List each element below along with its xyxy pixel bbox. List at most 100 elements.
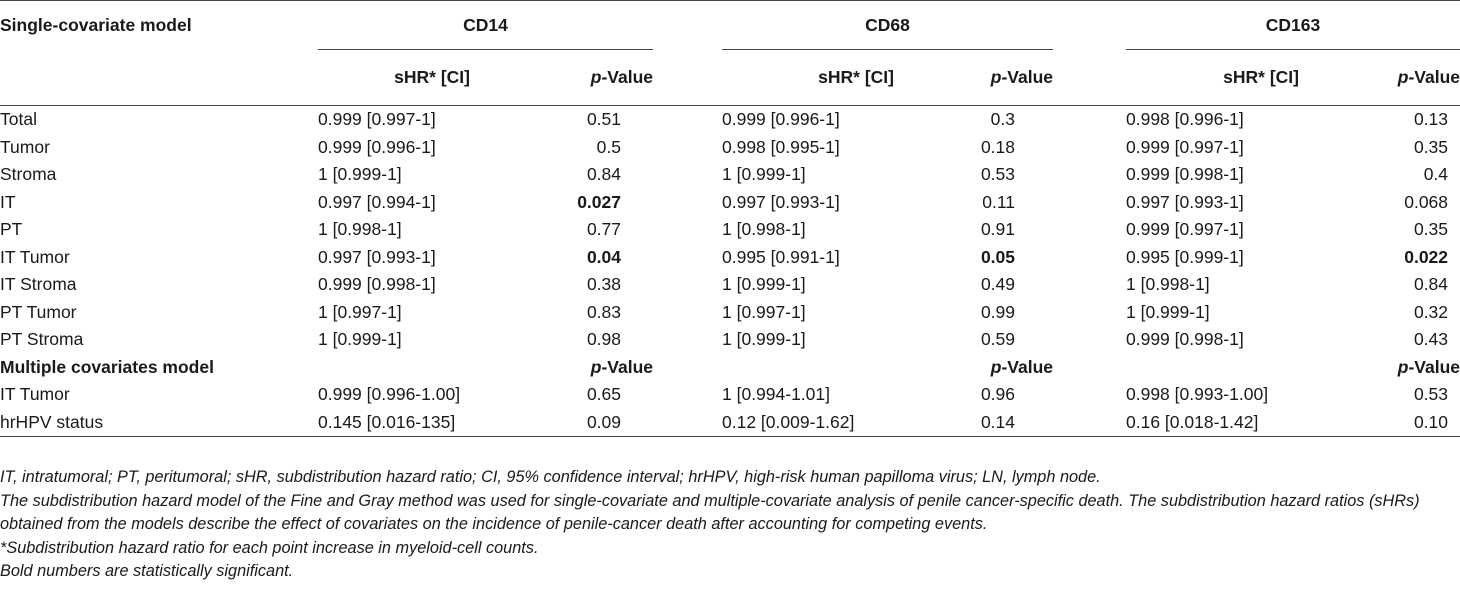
cd163-shr-cell: 0.998 [0.993-1.00] <box>1126 384 1269 405</box>
multi-p-header-cd68: p-Value <box>990 356 1053 377</box>
cd68-p-cell: 0.05 <box>980 246 1015 267</box>
table-row: Tumor 0.999 [0.996-1] 0.5 0.998 [0.995-1] 0.… <box>0 134 1460 162</box>
cd14-shr-cell: 1 [0.998-1] <box>318 219 402 240</box>
cd14-p-cell: 0.04 <box>586 246 621 267</box>
cd14-shr-cell: 1 [0.999-1] <box>318 329 402 350</box>
cd163-shr-cell: 0.16 [0.018-1.42] <box>1126 408 1299 437</box>
footnote-abbreviations: IT, intratumoral; PT, peritumoral; sHR, … <box>0 468 1101 486</box>
table-row: Total 0.999 [0.997-1] 0.51 0.999 [0.996-1] 0… <box>0 105 1460 134</box>
row-label: PT Stroma <box>0 329 84 350</box>
cd14-p-cell: 0.84 <box>586 164 621 185</box>
footnote-bold: Bold numbers are statistically significa… <box>0 562 294 580</box>
cd163-p-cell: 0.13 <box>1299 105 1460 134</box>
cd14-shr-cell: 0.997 [0.994-1] <box>318 191 436 212</box>
cd68-p-cell: 0.14 <box>894 408 1053 437</box>
table-row: IT Tumor 0.997 [0.993-1] 0.04 0.995 [0.991-… <box>0 244 1460 272</box>
cd68-p-cell: 0.59 <box>980 329 1015 350</box>
cd68-p-cell: 0.3 <box>894 105 1053 134</box>
row-label: PT <box>0 219 23 240</box>
cd68-p-cell: 0.11 <box>982 191 1015 212</box>
cd68-shr-cell: 1 [0.997-1] <box>722 301 806 322</box>
table-row: hrHPV status 0.145 [0.016-135] 0.09 0.12 [0… <box>0 408 1460 437</box>
table-row: PT 1 [0.998-1] 0.77 1 [0.998-1] 0.91 0.999 [0… <box>0 216 1460 244</box>
cd68-p-cell: 0.53 <box>980 164 1015 185</box>
cd14-p-cell: 0.027 <box>577 191 621 212</box>
cd14-shr-cell: 0.999 [0.996-1.00] <box>318 384 461 405</box>
results-table: Single-covariate model CD14 CD68 CD163 s… <box>0 0 1460 437</box>
cd163-p-cell: 0.84 <box>1413 274 1449 295</box>
header-row-groups: Single-covariate model CD14 CD68 CD163 <box>0 0 1460 50</box>
cd163-shr-cell: 0.998 [0.996-1] <box>1126 105 1299 134</box>
cd68-shr-cell: 1 [0.999-1] <box>722 329 806 350</box>
cd68-shr-cell: 1 [0.998-1] <box>722 219 806 240</box>
cd68-shr-cell: 0.997 [0.993-1] <box>722 191 840 212</box>
table-footnotes: IT, intratumoral; PT, peritumoral; sHR, … <box>0 466 1460 584</box>
cd163-shr-cell: 0.999 [0.997-1] <box>1126 219 1244 240</box>
cd14-shr-cell: 1 [0.997-1] <box>318 301 402 322</box>
row-label: IT Stroma <box>0 274 77 295</box>
row-label-header: Single-covariate model <box>0 0 318 49</box>
cd163-shr-cell: 0.999 [0.997-1] <box>1126 136 1244 157</box>
cd163-p-cell: 0.10 <box>1299 408 1460 437</box>
cd163-p-cell: 0.32 <box>1413 301 1449 322</box>
row-label: Stroma <box>0 164 57 185</box>
cd14-shr-cell: 0.999 [0.998-1] <box>318 274 436 295</box>
cd14-shr-cell: 0.145 [0.016-135] <box>318 408 470 437</box>
cd163-p-cell: 0.068 <box>1404 191 1449 212</box>
cd14-p-cell: 0.5 <box>596 136 621 157</box>
shr-header-cd14: sHR* [CI] <box>394 66 470 87</box>
cd14-shr-cell: 0.999 [0.996-1] <box>318 136 436 157</box>
footnote-asterisk: *Subdistribution hazard ratio for each p… <box>0 538 539 557</box>
cd68-p-cell: 0.91 <box>980 219 1015 240</box>
cd14-p-cell: 0.98 <box>586 329 621 350</box>
cd14-p-cell: 0.09 <box>470 408 653 437</box>
cd14-p-cell: 0.83 <box>586 301 621 322</box>
cd14-p-cell: 0.65 <box>586 384 621 405</box>
table-row: PT Stroma 1 [0.999-1] 0.98 1 [0.999-1] 0.59 0… <box>0 326 1460 354</box>
shr-header-cd68: sHR* [CI] <box>818 66 894 87</box>
cd163-p-cell: 0.022 <box>1404 246 1449 267</box>
group-header-cd14: CD14 <box>318 0 653 50</box>
header-row-columns: sHR* [CI] p-Value sHR* [CI] p-Value sHR*… <box>0 49 1460 106</box>
p-header-cd68: p-Value <box>990 66 1053 87</box>
cd163-shr-cell: 0.999 [0.998-1] <box>1126 329 1244 350</box>
cd68-p-cell: 0.49 <box>980 274 1015 295</box>
cd68-shr-cell: 1 [0.999-1] <box>722 274 806 295</box>
multi-header-row: Multiple covariates model p-Value p-Valu… <box>0 354 1460 382</box>
cd163-p-cell: 0.35 <box>1413 136 1449 157</box>
p-header-cd14: p-Value <box>590 66 653 87</box>
table-row: IT Stroma 0.999 [0.998-1] 0.38 1 [0.999-1] 0… <box>0 271 1460 299</box>
row-label: Tumor <box>0 136 50 157</box>
row-label: Total <box>0 105 318 134</box>
group-header-cd68: CD68 <box>722 0 1053 50</box>
shr-header-cd163: sHR* [CI] <box>1223 66 1299 87</box>
cd163-shr-cell: 0.999 [0.998-1] <box>1126 164 1244 185</box>
cd14-p-cell: 0.51 <box>470 105 653 134</box>
cd14-shr-cell: 0.997 [0.993-1] <box>318 246 436 267</box>
cd68-p-cell: 0.18 <box>980 136 1015 157</box>
cd163-p-cell: 0.53 <box>1413 384 1449 405</box>
cd68-shr-cell: 1 [0.994-1.01] <box>722 384 830 405</box>
table-row: IT Tumor 0.999 [0.996-1.00] 0.65 1 [0.994-1… <box>0 381 1460 409</box>
footnote-method: The subdistribution hazard model of the … <box>0 491 1420 534</box>
table-row: Stroma 1 [0.999-1] 0.84 1 [0.999-1] 0.53 0.99… <box>0 161 1460 189</box>
cd14-p-cell: 0.77 <box>586 219 621 240</box>
row-label: IT Tumor <box>0 246 70 267</box>
cd163-shr-cell: 0.995 [0.999-1] <box>1126 246 1244 267</box>
cd14-p-cell: 0.38 <box>586 274 621 295</box>
row-label: IT Tumor <box>0 384 70 405</box>
cd68-shr-cell: 0.999 [0.996-1] <box>722 105 894 134</box>
cd163-p-cell: 0.4 <box>1423 164 1449 185</box>
cd163-p-cell: 0.35 <box>1413 219 1449 240</box>
row-label: IT <box>0 191 16 212</box>
cd68-shr-cell: 0.998 [0.995-1] <box>722 136 840 157</box>
cd163-shr-cell: 1 [0.999-1] <box>1126 301 1210 322</box>
cd163-shr-cell: 1 [0.998-1] <box>1126 274 1210 295</box>
table-row: PT Tumor 1 [0.997-1] 0.83 1 [0.997-1] 0.99 1 … <box>0 299 1460 327</box>
cd68-shr-cell: 1 [0.999-1] <box>722 164 806 185</box>
cd163-p-cell: 0.43 <box>1413 329 1449 350</box>
p-header-cd163: p-Value <box>1397 66 1460 87</box>
cd68-p-cell: 0.99 <box>980 301 1015 322</box>
table-row: IT 0.997 [0.994-1] 0.027 0.997 [0.993-1] 0.1… <box>0 189 1460 217</box>
